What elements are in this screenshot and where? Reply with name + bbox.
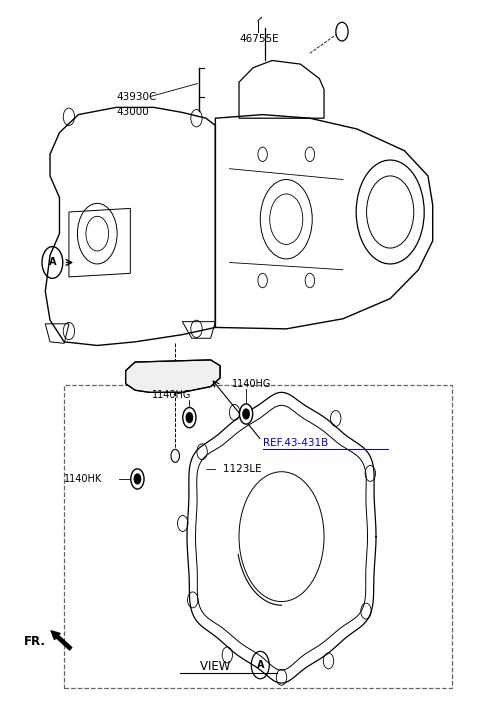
- Text: A: A: [49, 257, 56, 268]
- Polygon shape: [126, 360, 220, 393]
- Circle shape: [134, 474, 141, 484]
- Circle shape: [131, 469, 144, 489]
- Circle shape: [171, 449, 179, 462]
- Text: 43930C: 43930C: [116, 92, 156, 102]
- Text: 1140HG: 1140HG: [232, 379, 272, 390]
- Circle shape: [183, 408, 196, 427]
- Circle shape: [243, 409, 250, 419]
- Text: 43000: 43000: [116, 108, 149, 118]
- Text: REF.43-431B: REF.43-431B: [262, 438, 328, 448]
- Text: A: A: [257, 660, 264, 670]
- Text: 46755E: 46755E: [239, 34, 279, 44]
- Circle shape: [186, 412, 193, 422]
- Text: FR.: FR.: [24, 635, 46, 648]
- Text: VIEW: VIEW: [200, 660, 234, 673]
- Text: 1140HK: 1140HK: [64, 474, 102, 484]
- Circle shape: [336, 23, 348, 41]
- Text: 1140HG: 1140HG: [152, 390, 191, 401]
- Text: —  1123LE: — 1123LE: [206, 464, 261, 474]
- Circle shape: [239, 404, 253, 424]
